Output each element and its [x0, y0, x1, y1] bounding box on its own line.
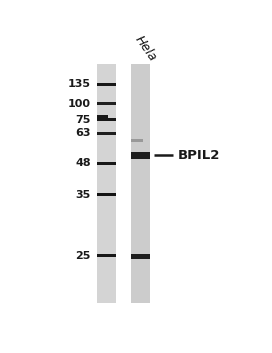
Bar: [131, 64, 150, 303]
Bar: [97, 115, 108, 118]
Bar: [97, 193, 116, 196]
Text: 35: 35: [76, 190, 91, 199]
Bar: [97, 118, 116, 121]
Bar: [97, 254, 116, 257]
Text: 48: 48: [75, 158, 91, 168]
Bar: [131, 254, 150, 259]
Text: BPIL2: BPIL2: [177, 149, 220, 162]
Text: 63: 63: [75, 128, 91, 138]
Bar: [97, 132, 116, 134]
Bar: [131, 152, 150, 158]
Text: 135: 135: [68, 79, 91, 90]
Bar: [131, 139, 143, 142]
Text: 100: 100: [68, 98, 91, 108]
Bar: [97, 162, 116, 165]
Text: 75: 75: [76, 115, 91, 125]
Bar: [97, 64, 116, 303]
Text: 25: 25: [76, 251, 91, 261]
Bar: [97, 83, 116, 86]
Text: Hela: Hela: [132, 33, 159, 64]
Bar: [97, 102, 116, 105]
